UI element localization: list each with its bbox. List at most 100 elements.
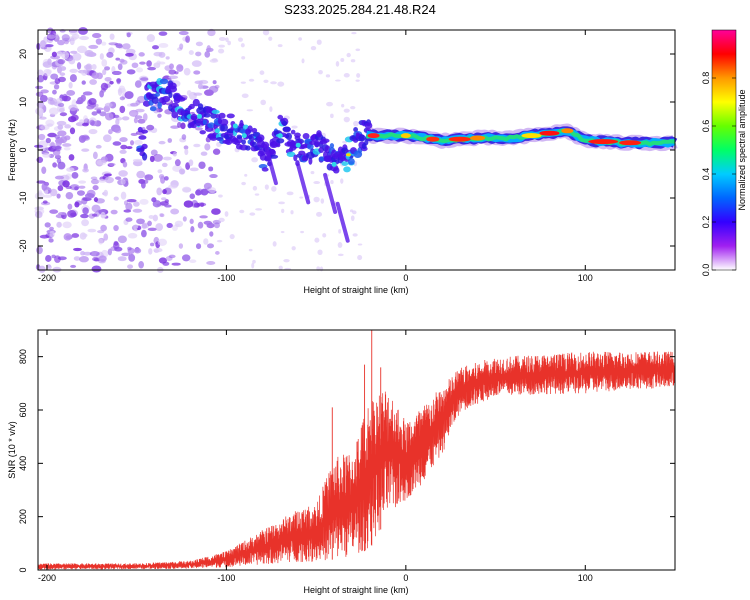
noise-speckle <box>146 34 156 42</box>
noise-speckle <box>98 255 107 262</box>
y-tick-label: -10 <box>18 191 28 204</box>
noise-speckle <box>218 36 226 42</box>
ridge-hotspot <box>426 136 440 142</box>
noise-speckle <box>48 238 54 243</box>
ridge-blob <box>195 120 201 127</box>
noise-speckle <box>241 56 246 60</box>
noise-speckle <box>101 59 108 67</box>
ridge-blob <box>332 167 340 174</box>
noise-speckle <box>138 261 144 269</box>
noise-speckle <box>157 238 168 246</box>
noise-speckle <box>148 215 154 219</box>
noise-speckle <box>188 159 194 167</box>
noise-speckle <box>134 80 142 88</box>
noise-speckle <box>337 253 344 257</box>
ridge-blob <box>226 113 235 119</box>
colorbar: 0.0 0.2 0.4 0.6 0.8 Normalized spectral ampl… <box>701 29 747 276</box>
noise-speckle <box>73 256 81 261</box>
noise-speckle <box>162 156 172 161</box>
noise-speckle <box>57 105 65 113</box>
noise-speckle <box>159 213 165 218</box>
noise-speckle <box>78 27 88 35</box>
ridge-blob <box>316 130 322 138</box>
noise-speckle <box>153 51 163 57</box>
noise-speckle <box>133 117 138 124</box>
noise-speckle <box>76 190 85 196</box>
noise-speckle <box>80 213 89 219</box>
noise-speckle <box>249 212 256 216</box>
noise-speckle <box>64 135 71 141</box>
ridge-blob <box>207 122 216 129</box>
ridge-blob <box>277 114 284 120</box>
y-tick-label: 400 <box>18 456 28 471</box>
noise-speckle <box>255 208 263 211</box>
noise-speckle <box>183 145 189 150</box>
ridge-blob <box>275 143 281 148</box>
noise-speckle <box>156 187 163 196</box>
noise-speckle <box>313 196 320 203</box>
ridge-blob <box>364 122 373 129</box>
noise-speckle <box>82 207 89 215</box>
noise-speckle <box>272 241 277 247</box>
noise-speckle <box>166 222 173 229</box>
noise-speckle <box>56 97 63 104</box>
ridge-hotspot <box>232 123 238 129</box>
ridge-blob <box>261 167 269 172</box>
noise-speckle <box>158 31 168 36</box>
noise-speckle <box>241 93 249 99</box>
noise-speckle <box>193 70 201 75</box>
noise-speckle <box>263 79 269 83</box>
ridge-blob <box>313 140 320 148</box>
noise-speckle <box>91 204 101 213</box>
noise-speckle <box>57 102 65 108</box>
ridge-blob <box>138 135 147 140</box>
noise-speckle <box>36 246 43 255</box>
spectrogram-y-ticks: -20 -10 0 10 20 <box>18 49 675 253</box>
noise-speckle <box>147 227 158 231</box>
colorbar-ticks: 0.0 0.2 0.4 0.6 0.8 <box>701 72 736 276</box>
noise-speckle <box>81 197 88 205</box>
noise-speckle <box>126 146 133 150</box>
noise-speckle <box>141 229 147 238</box>
noise-speckle <box>117 256 127 262</box>
ridge-blob <box>141 143 148 150</box>
noise-speckle <box>130 102 139 107</box>
noise-speckle <box>330 180 334 185</box>
noise-speckle <box>195 188 204 196</box>
noise-speckle <box>141 223 148 229</box>
x-tick-label: -200 <box>38 273 56 283</box>
noise-speckle <box>119 105 126 114</box>
noise-speckle <box>109 80 114 85</box>
colorbar-label: Normalized spectral amplitude <box>737 89 747 210</box>
noise-speckle <box>103 233 109 241</box>
noise-speckle <box>224 211 229 217</box>
noise-speckle <box>81 80 86 85</box>
noise-speckle <box>49 188 58 197</box>
ridge-blob <box>269 154 279 159</box>
noise-speckle <box>212 148 221 155</box>
noise-speckle <box>112 141 122 146</box>
noise-speckle <box>172 151 177 157</box>
noise-speckle <box>314 237 320 243</box>
noise-speckle <box>156 60 161 65</box>
noise-speckle <box>62 143 72 147</box>
noise-speckle <box>99 111 107 117</box>
noise-speckle <box>54 145 62 152</box>
noise-speckle <box>68 82 73 89</box>
noise-speckle <box>152 200 162 208</box>
noise-speckle <box>167 138 173 143</box>
noise-speckle <box>136 67 143 73</box>
noise-speckle <box>170 125 180 129</box>
noise-speckle <box>56 221 62 228</box>
noise-speckle <box>179 43 184 50</box>
noise-speckle <box>82 69 89 74</box>
noise-speckle <box>76 62 82 70</box>
noise-speckle <box>36 100 45 109</box>
noise-speckle <box>41 166 47 175</box>
figure-title: S233.2025.284.21.48.R24 <box>284 2 436 17</box>
noise-speckle <box>38 265 46 273</box>
snr-spikes <box>331 330 382 560</box>
noise-speckle <box>52 89 57 95</box>
noise-speckle <box>69 29 78 36</box>
noise-speckle <box>251 262 255 269</box>
